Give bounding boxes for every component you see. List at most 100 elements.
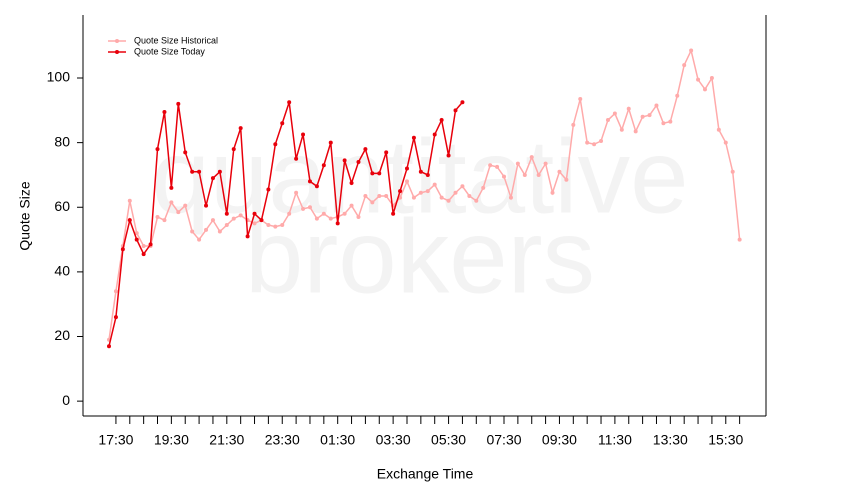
x-tick-label: 03:30 bbox=[376, 432, 411, 448]
data-point bbox=[190, 229, 195, 234]
data-point bbox=[217, 229, 222, 234]
data-point bbox=[273, 142, 278, 147]
legend-marker bbox=[115, 50, 119, 54]
data-point bbox=[425, 189, 430, 194]
y-tick-label: 60 bbox=[54, 198, 70, 214]
data-point bbox=[675, 93, 680, 98]
data-point bbox=[210, 218, 215, 223]
data-point bbox=[404, 166, 409, 171]
data-point bbox=[508, 195, 513, 200]
data-point bbox=[349, 181, 354, 186]
y-tick-label: 40 bbox=[54, 263, 70, 279]
series-line bbox=[108, 48, 741, 340]
data-point bbox=[301, 206, 306, 211]
series-line bbox=[108, 101, 463, 347]
data-point bbox=[550, 190, 555, 195]
data-point bbox=[273, 224, 278, 229]
data-point bbox=[245, 234, 250, 239]
data-point bbox=[107, 344, 111, 349]
data-point bbox=[113, 315, 118, 320]
data-point bbox=[723, 140, 728, 145]
data-point bbox=[481, 185, 486, 190]
data-point bbox=[356, 214, 361, 219]
data-point bbox=[453, 108, 458, 113]
data-point bbox=[280, 121, 285, 126]
data-point bbox=[612, 111, 617, 116]
data-point bbox=[141, 252, 146, 257]
data-point bbox=[224, 211, 229, 216]
data-point bbox=[696, 77, 701, 82]
data-point bbox=[148, 242, 153, 247]
data-point bbox=[266, 187, 271, 192]
data-point bbox=[488, 163, 493, 168]
data-point bbox=[190, 169, 195, 174]
data-point bbox=[474, 198, 479, 203]
x-tick-label: 01:30 bbox=[320, 432, 355, 448]
data-point bbox=[543, 161, 548, 166]
data-point bbox=[370, 171, 375, 176]
data-point bbox=[605, 118, 610, 123]
data-point bbox=[238, 213, 243, 218]
data-point bbox=[210, 176, 215, 181]
data-point bbox=[321, 211, 326, 216]
data-point bbox=[460, 184, 465, 189]
data-point bbox=[592, 142, 597, 147]
y-axis-label: Quote Size bbox=[17, 181, 33, 250]
data-point bbox=[425, 172, 430, 177]
data-point bbox=[342, 211, 347, 216]
data-point bbox=[689, 48, 694, 53]
data-point bbox=[411, 195, 416, 200]
x-tick-label: 21:30 bbox=[209, 432, 244, 448]
data-point bbox=[633, 129, 638, 134]
data-point bbox=[363, 193, 368, 198]
data-point bbox=[418, 169, 423, 174]
data-point bbox=[619, 127, 624, 132]
data-point bbox=[709, 76, 714, 81]
data-point bbox=[467, 193, 472, 198]
data-point bbox=[287, 211, 292, 216]
y-tick-label: 0 bbox=[62, 392, 70, 408]
data-point bbox=[231, 147, 236, 152]
data-point bbox=[522, 172, 527, 177]
data-point bbox=[356, 160, 361, 165]
data-point bbox=[176, 210, 181, 215]
data-point bbox=[224, 223, 229, 228]
data-point bbox=[640, 114, 645, 119]
data-point bbox=[252, 221, 257, 226]
data-point bbox=[127, 198, 132, 203]
x-tick-label: 19:30 bbox=[154, 432, 189, 448]
x-tick-label: 05:30 bbox=[431, 432, 466, 448]
data-point bbox=[197, 169, 202, 174]
data-point bbox=[446, 153, 451, 158]
data-point bbox=[626, 106, 631, 111]
data-point bbox=[307, 205, 312, 210]
data-point bbox=[418, 190, 423, 195]
x-tick-label: 11:30 bbox=[598, 432, 632, 448]
data-point bbox=[113, 289, 118, 294]
data-point bbox=[384, 193, 389, 198]
data-point bbox=[439, 195, 444, 200]
x-tick-label: 13:30 bbox=[653, 432, 688, 448]
data-point bbox=[259, 218, 264, 223]
data-point bbox=[446, 198, 451, 203]
x-axis-label: Exchange Time bbox=[377, 466, 474, 482]
data-point bbox=[127, 218, 132, 223]
data-point bbox=[328, 140, 333, 145]
data-point bbox=[730, 169, 735, 174]
data-point bbox=[682, 63, 687, 68]
data-point bbox=[536, 172, 541, 177]
data-point bbox=[266, 223, 271, 228]
data-point bbox=[377, 171, 382, 176]
data-point bbox=[183, 203, 188, 208]
legend-label: Quote Size Today bbox=[134, 46, 205, 56]
data-point bbox=[515, 161, 520, 166]
data-point bbox=[384, 150, 389, 155]
data-point bbox=[398, 189, 403, 194]
data-point bbox=[155, 147, 160, 152]
x-tick-label: 07:30 bbox=[486, 432, 521, 448]
data-point bbox=[599, 139, 604, 144]
data-point bbox=[183, 150, 188, 155]
data-point bbox=[578, 97, 583, 102]
data-point bbox=[169, 185, 174, 190]
data-point bbox=[120, 247, 125, 252]
